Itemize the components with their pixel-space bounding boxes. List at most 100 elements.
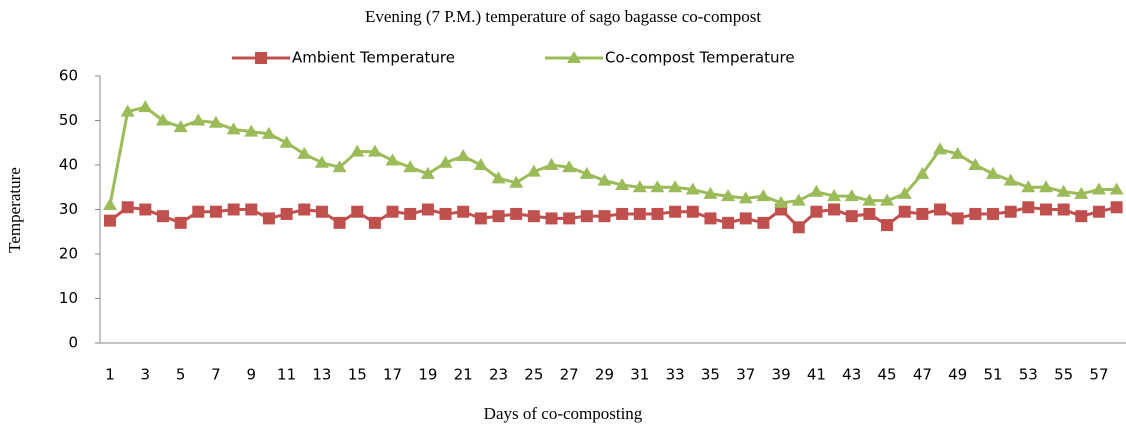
x-tick-label: 21	[454, 366, 473, 384]
marker	[367, 144, 382, 157]
marker	[192, 205, 205, 218]
marker	[844, 189, 859, 202]
marker	[632, 180, 647, 193]
marker	[969, 207, 982, 220]
legend-label: Co-compost Temperature	[605, 49, 795, 67]
marker	[898, 205, 911, 218]
x-tick-label: 25	[524, 366, 543, 384]
marker	[420, 166, 435, 179]
legend-label: Ambient Temperature	[292, 49, 455, 67]
marker	[915, 166, 930, 179]
y-axis-label: Temperature	[5, 167, 24, 253]
marker	[298, 203, 311, 216]
marker	[1022, 201, 1035, 214]
x-tick-label: 33	[666, 366, 685, 384]
marker	[651, 207, 664, 220]
marker	[1110, 201, 1123, 214]
marker	[968, 158, 983, 170]
marker	[386, 205, 399, 218]
marker	[474, 212, 487, 225]
marker	[650, 180, 665, 193]
marker	[1021, 180, 1036, 193]
marker	[491, 171, 506, 184]
x-tick-label: 47	[913, 366, 932, 384]
marker	[1091, 182, 1106, 195]
marker	[103, 198, 117, 211]
marker	[403, 160, 418, 173]
x-tick-label: 31	[630, 366, 649, 384]
marker	[897, 186, 912, 199]
marker	[173, 120, 188, 133]
marker	[333, 216, 346, 229]
marker	[827, 189, 842, 202]
marker	[209, 205, 222, 218]
marker	[633, 207, 646, 220]
marker	[1039, 203, 1052, 216]
y-tick-label: 0	[68, 334, 78, 352]
x-tick-label: 57	[1089, 366, 1108, 384]
x-tick-label: 37	[736, 366, 755, 384]
marker	[1074, 186, 1089, 199]
marker	[986, 166, 1000, 179]
marker	[916, 207, 929, 220]
marker	[1003, 173, 1018, 186]
y-tick-label: 50	[59, 111, 78, 129]
marker	[616, 207, 629, 220]
marker	[987, 207, 999, 220]
marker	[598, 210, 611, 223]
marker	[721, 189, 736, 202]
x-tick-label: 23	[489, 366, 508, 384]
x-axis-label: Days of co-composting	[484, 404, 643, 423]
marker	[227, 203, 240, 216]
marker	[368, 216, 381, 229]
x-tick-label: 9	[247, 366, 257, 384]
x-tick-label: 13	[312, 366, 331, 384]
marker	[456, 149, 471, 162]
marker	[350, 144, 365, 157]
marker	[1109, 182, 1124, 195]
marker	[1038, 180, 1053, 193]
marker	[280, 207, 293, 220]
marker	[438, 155, 453, 168]
marker	[439, 207, 452, 220]
marker	[208, 115, 223, 128]
marker	[845, 210, 858, 223]
marker	[881, 219, 894, 232]
marker	[226, 122, 241, 135]
marker	[138, 100, 153, 113]
marker	[756, 189, 771, 202]
marker	[155, 113, 170, 126]
marker	[934, 203, 947, 216]
marker	[191, 113, 206, 126]
x-tick-label: 7	[211, 366, 221, 384]
x-tick-label: 1	[105, 366, 115, 384]
x-tick-label: 11	[277, 366, 296, 384]
x-tick-label: 41	[807, 366, 826, 384]
marker	[404, 207, 417, 220]
marker	[120, 104, 135, 117]
marker	[774, 195, 789, 208]
marker	[385, 153, 400, 166]
marker	[279, 135, 294, 148]
marker	[739, 212, 752, 225]
marker	[810, 205, 823, 218]
marker	[668, 180, 683, 193]
x-tick-label: 45	[877, 366, 896, 384]
marker	[1057, 203, 1070, 216]
marker	[262, 212, 275, 225]
y-tick-label: 20	[59, 245, 78, 263]
x-tick-label: 53	[1019, 366, 1038, 384]
marker	[351, 205, 364, 218]
marker	[121, 201, 134, 214]
marker	[1075, 210, 1088, 223]
series-line	[108, 105, 1117, 206]
marker	[255, 52, 267, 64]
marker	[951, 212, 964, 225]
x-tick-label: 49	[948, 366, 967, 384]
x-tick-label: 27	[560, 366, 579, 384]
marker	[174, 216, 187, 229]
marker	[245, 203, 258, 216]
marker	[492, 210, 505, 223]
y-tick-label: 40	[59, 156, 78, 174]
marker	[1004, 205, 1017, 218]
